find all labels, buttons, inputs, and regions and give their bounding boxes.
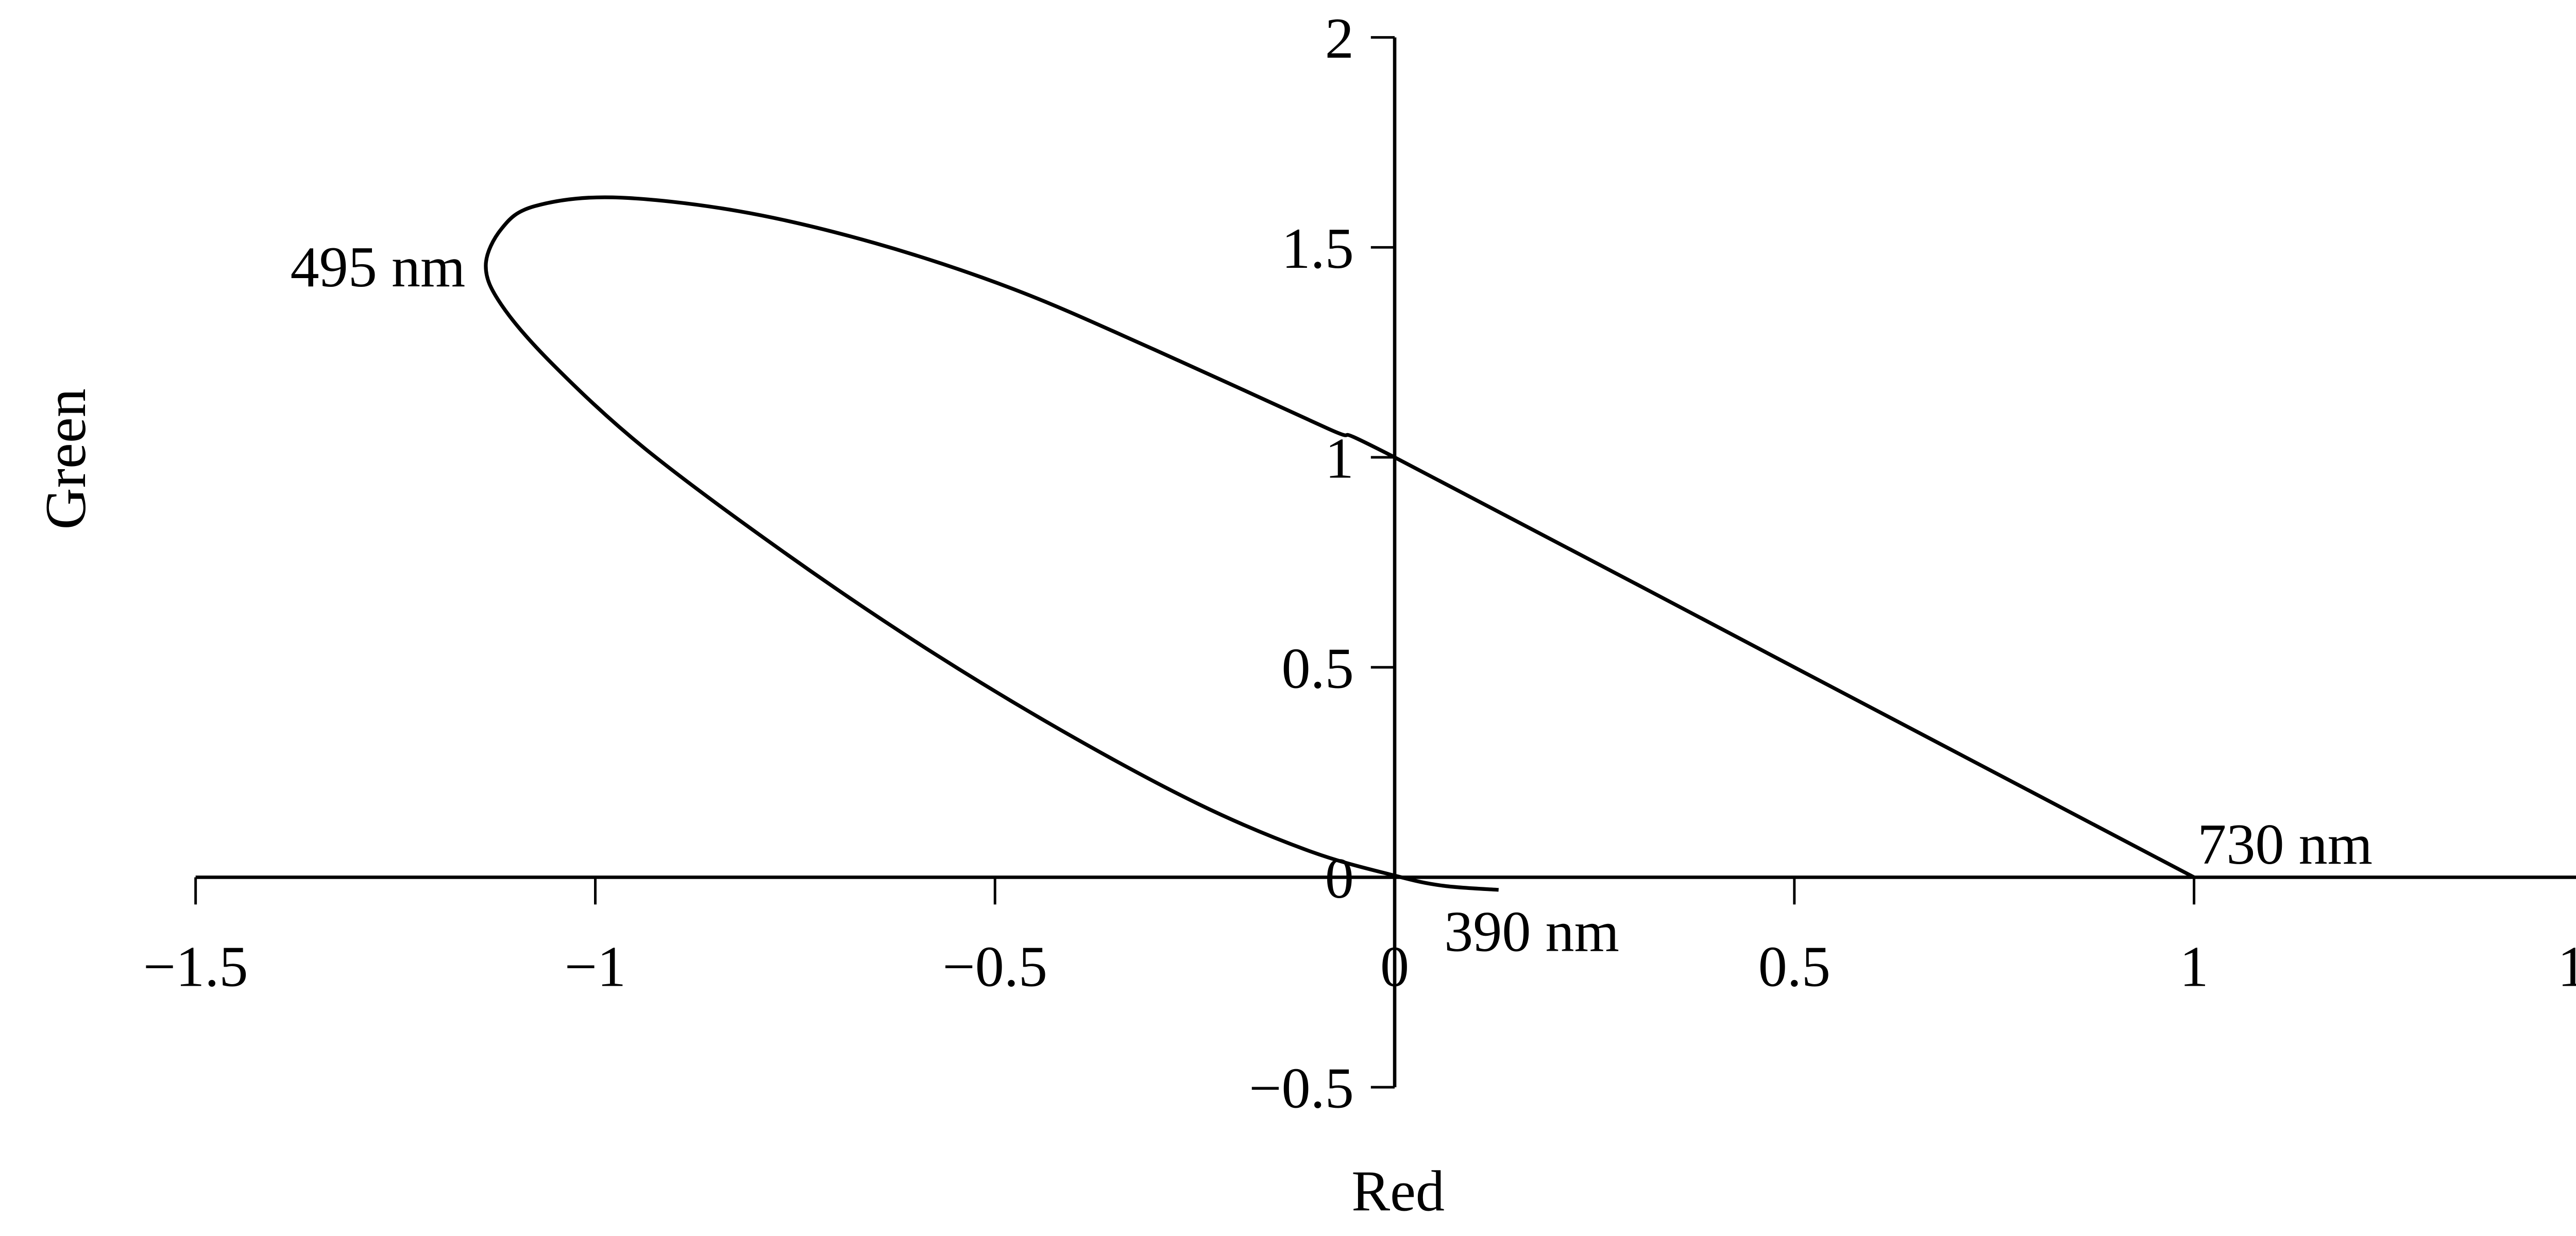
y-tick-label: 1	[1325, 427, 1354, 491]
x-tick-label: −0.5	[942, 935, 1047, 999]
annotation-390nm: 390 nm	[1444, 900, 1619, 964]
x-tick-label: −1	[565, 935, 626, 999]
x-tick-label: 1.5	[2557, 935, 2576, 999]
x-tick-label: −1.5	[143, 935, 248, 999]
spectral-locus-curve	[484, 195, 2195, 892]
x-axis-label: Red	[1351, 1159, 1445, 1223]
x-tick-label: 1	[2180, 935, 2209, 999]
y-tick-label: −0.5	[1249, 1057, 1354, 1121]
annotation-495nm: 495 nm	[290, 235, 465, 299]
x-tick-label: 0.5	[1758, 935, 1831, 999]
y-tick-label: 1.5	[1282, 217, 1354, 281]
y-axis-label: Green	[34, 388, 98, 529]
y-tick-label: 2	[1325, 7, 1354, 71]
annotation-730nm: 730 nm	[2197, 813, 2372, 877]
axes: −1.5−1−0.500.511.5−0.500.511.52	[143, 7, 2576, 1121]
y-tick-label: 0.5	[1282, 637, 1354, 700]
